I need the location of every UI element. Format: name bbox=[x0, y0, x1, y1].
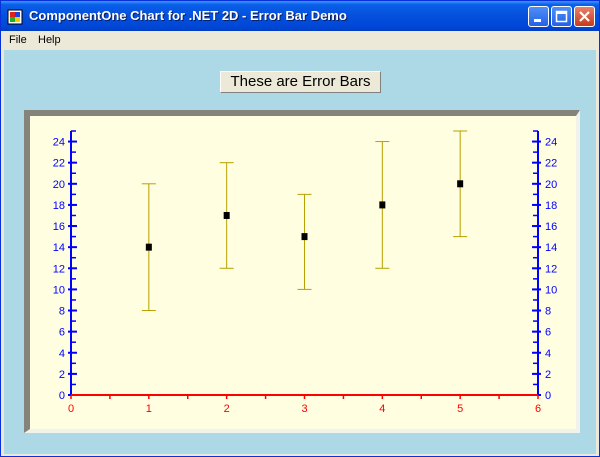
y-tick-label-right: 12 bbox=[545, 263, 557, 275]
y-tick-label-left: 16 bbox=[53, 221, 65, 233]
y-tick-label-left: 12 bbox=[53, 263, 65, 275]
y-tick-label-left: 22 bbox=[53, 158, 65, 170]
x-tick-label: 6 bbox=[535, 403, 541, 415]
y-tick-label-left: 14 bbox=[53, 242, 65, 254]
data-point bbox=[223, 211, 230, 219]
y-tick-label-right: 14 bbox=[545, 242, 557, 254]
window-title: ComponentOne Chart for .NET 2D - Error B… bbox=[29, 8, 347, 23]
data-point bbox=[301, 233, 308, 241]
y-tick-label-right: 20 bbox=[545, 179, 557, 191]
y-tick-label-left: 18 bbox=[53, 200, 65, 212]
minimize-icon bbox=[534, 19, 541, 22]
y-tick-label-right: 4 bbox=[545, 348, 551, 360]
y-tick-label-left: 24 bbox=[53, 137, 65, 149]
close-button[interactable] bbox=[574, 6, 595, 27]
error-bars-label: These are Error Bars bbox=[220, 71, 381, 93]
y-tick-label-left: 8 bbox=[59, 306, 65, 318]
y-tick-label-right: 0 bbox=[545, 390, 551, 402]
x-tick-label: 1 bbox=[146, 403, 152, 415]
y-tick-label-left: 0 bbox=[59, 390, 65, 402]
data-point bbox=[145, 243, 152, 251]
y-tick-label-right: 2 bbox=[545, 369, 551, 381]
x-tick-label: 3 bbox=[301, 403, 307, 415]
y-tick-label-left: 2 bbox=[59, 369, 65, 381]
y-tick-label-left: 4 bbox=[59, 348, 65, 360]
x-tick-label: 2 bbox=[224, 403, 230, 415]
y-tick-label-left: 20 bbox=[53, 179, 65, 191]
y-tick-label-right: 16 bbox=[545, 221, 557, 233]
client-area: These are Error Bars 0 0 2 2 4 4 6 6 8 8 10 10 12 12 1… bbox=[4, 50, 596, 454]
x-tick-label: 0 bbox=[68, 403, 74, 415]
y-tick-label-left: 10 bbox=[53, 284, 65, 296]
y-tick-label-right: 22 bbox=[545, 158, 557, 170]
maximize-button[interactable] bbox=[551, 6, 572, 27]
data-point bbox=[379, 201, 386, 209]
chart-frame[interactable]: 0 0 2 2 4 4 6 6 8 8 10 10 12 12 14 14 16 16 18 18 20 20 22 22 24… bbox=[24, 110, 580, 433]
x-tick-label: 5 bbox=[457, 403, 463, 415]
close-icon bbox=[579, 11, 590, 22]
x-tick-label: 4 bbox=[379, 403, 385, 415]
maximize-icon bbox=[555, 10, 568, 23]
y-tick-label-right: 6 bbox=[545, 327, 551, 339]
y-tick-label-right: 8 bbox=[545, 306, 551, 318]
menu-file[interactable]: File bbox=[9, 34, 27, 46]
y-tick-label-right: 10 bbox=[545, 284, 557, 296]
data-point bbox=[457, 180, 464, 188]
title-bar[interactable]: ComponentOne Chart for .NET 2D - Error B… bbox=[1, 1, 599, 31]
y-tick-label-right: 18 bbox=[545, 200, 557, 212]
y-tick-label-left: 6 bbox=[59, 327, 65, 339]
y-tick-label-right: 24 bbox=[545, 137, 557, 149]
menu-bar: File Help bbox=[1, 31, 599, 50]
app-icon bbox=[7, 9, 23, 25]
menu-help[interactable]: Help bbox=[38, 34, 61, 46]
minimize-button[interactable] bbox=[528, 6, 549, 27]
